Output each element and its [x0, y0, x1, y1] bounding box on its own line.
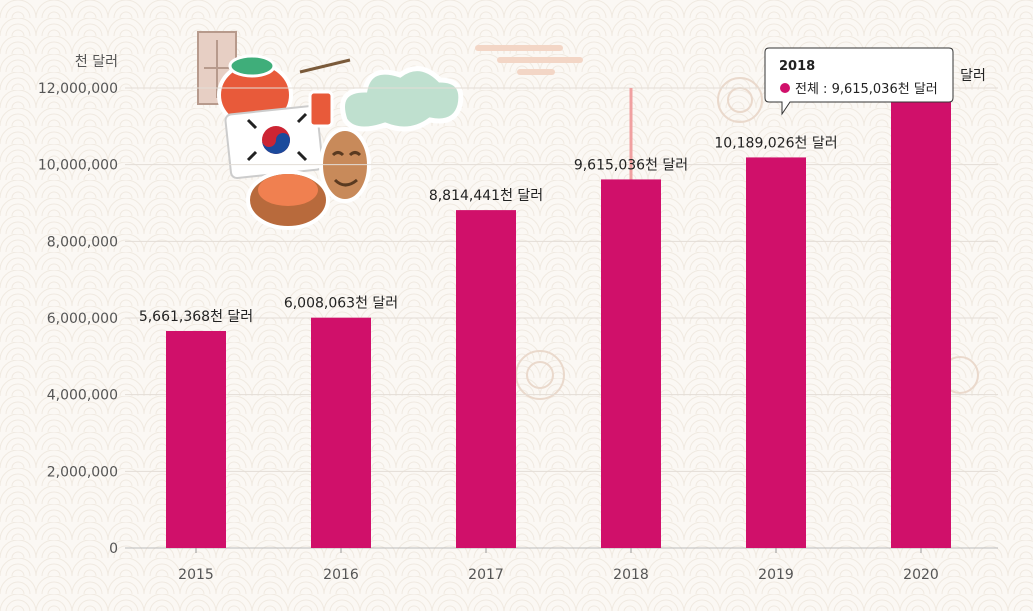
bar[interactable] [891, 88, 951, 548]
tooltip-text: 전체 : 9,615,036천 달러 [795, 82, 938, 97]
data-label: 9,615,036천 달러 [574, 157, 688, 173]
x-axis: 2015 2016 2017 2018 2019 2020 [178, 548, 939, 583]
y-tick-label: 4,000,000 [47, 388, 118, 404]
bar[interactable] [746, 157, 806, 549]
x-tick-label: 2016 [323, 567, 359, 583]
tooltip-title: 2018 [779, 59, 815, 74]
korean-culture-illustration [197, 31, 464, 230]
y-axis-unit-label: 천 달러 [75, 54, 118, 70]
data-label: 8,814,441천 달러 [429, 188, 543, 204]
data-label: 5,661,368천 달러 [139, 309, 253, 325]
y-tick-label: 8,000,000 [47, 234, 118, 250]
x-tick-label: 2020 [903, 567, 939, 583]
y-axis: 0 2,000,000 4,000,000 6,000,000 8,000,000 10,… [38, 81, 118, 557]
y-tick-label: 12,000,000 [38, 81, 118, 97]
tooltip-series-marker [780, 83, 790, 93]
x-tick-label: 2018 [613, 567, 649, 583]
data-label: 10,189,026천 달러 [714, 135, 837, 151]
y-tick-label: 0 [109, 541, 118, 557]
data-label: 달러 [960, 68, 986, 84]
y-tick-label: 10,000,000 [38, 158, 118, 174]
bar[interactable] [456, 210, 516, 548]
x-tick-label: 2017 [468, 567, 504, 583]
tooltip: 2018 전체 : 9,615,036천 달러 [764, 47, 954, 116]
y-tick-label: 2,000,000 [47, 464, 118, 480]
bar[interactable] [311, 317, 371, 548]
data-labels: 5,661,368천 달러 6,008,063천 달러 8,814,441천 달러 9… [139, 68, 986, 325]
tooltip-box [764, 47, 954, 116]
x-tick-label: 2015 [178, 567, 214, 583]
data-label: 6,008,063천 달러 [284, 296, 398, 312]
x-tick-label: 2019 [758, 567, 794, 583]
bar[interactable] [166, 330, 226, 548]
bars [166, 88, 951, 549]
bar[interactable] [601, 179, 661, 548]
y-tick-label: 6,000,000 [47, 311, 118, 327]
